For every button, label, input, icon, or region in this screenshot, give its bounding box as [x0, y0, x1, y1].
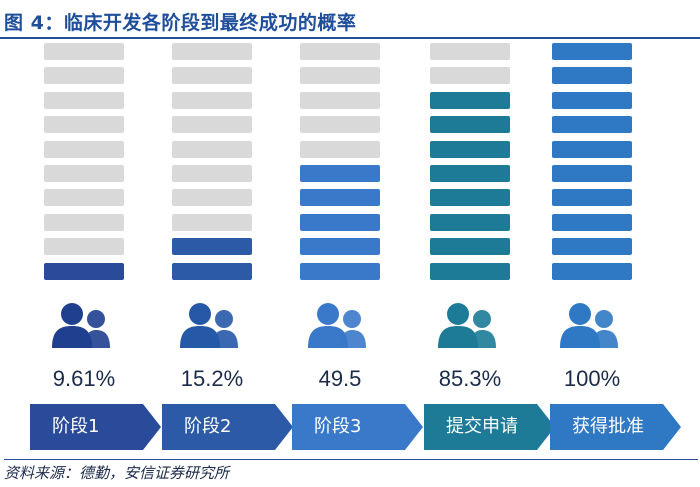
chart-title: 图 4：临床开发各阶段到最终成功的概率	[4, 12, 357, 34]
stage-label: 获得批准	[572, 416, 644, 437]
bar-segment	[552, 165, 632, 182]
source-note: 资料来源：德勤，安信证券研究所	[4, 459, 698, 483]
bar-segment	[172, 262, 252, 280]
bar-segment	[552, 91, 632, 109]
bar-segment	[44, 189, 124, 207]
bar-segment	[430, 238, 510, 256]
bar-segment	[552, 213, 632, 231]
stage-label: 阶段2	[184, 416, 232, 437]
bar-segment	[44, 43, 124, 60]
bar-segment	[300, 140, 380, 158]
bar-segment	[172, 116, 252, 134]
bar-segment	[172, 91, 252, 109]
bar-segment	[300, 262, 380, 280]
stage-arrow: 阶段3	[292, 404, 423, 450]
people-icon	[174, 300, 254, 350]
bar-segment	[552, 140, 632, 158]
bar-segment	[300, 43, 380, 60]
bar-segment	[552, 238, 632, 256]
bar-segment	[172, 189, 252, 207]
bar-segment	[430, 116, 510, 134]
people-icon	[554, 300, 634, 350]
bar-segment	[44, 238, 124, 256]
stage-label: 提交申请	[446, 416, 518, 437]
bar-segment	[430, 43, 510, 60]
bar-segment	[172, 140, 252, 158]
bar-segment	[44, 262, 124, 280]
value-label: 9.61%	[52, 366, 116, 391]
bar-segment	[430, 189, 510, 207]
value-label: 85.3%	[438, 366, 502, 391]
value-label: 49.5	[318, 366, 362, 391]
bar-segment	[44, 140, 124, 158]
bar-segment	[430, 140, 510, 158]
stage-arrow: 提交申请	[424, 404, 555, 450]
bar-segment	[552, 189, 632, 207]
bar-segment	[300, 91, 380, 109]
bar-segment	[172, 43, 252, 60]
stage-arrow: 阶段1	[30, 404, 161, 450]
bar-segment	[300, 67, 380, 85]
bar-segment	[172, 213, 252, 231]
bar-segment	[552, 262, 632, 280]
bar-segment	[44, 91, 124, 109]
stage-arrow: 阶段2	[162, 404, 293, 450]
bar-segment	[172, 238, 252, 256]
bar-segment	[430, 213, 510, 231]
bar-segment	[172, 67, 252, 85]
bar-segment	[44, 116, 124, 134]
bar-segment	[430, 91, 510, 109]
value-label: 15.2%	[180, 366, 244, 391]
people-icon	[46, 300, 126, 350]
value-label: 100%	[563, 366, 621, 391]
bar-segment	[300, 213, 380, 231]
bar-segment	[44, 213, 124, 231]
bar-segment	[552, 43, 632, 60]
bar-segment	[552, 67, 632, 85]
bar-segment	[300, 238, 380, 256]
bar-segment	[300, 116, 380, 134]
title-divider	[0, 37, 700, 39]
people-icon	[302, 300, 382, 350]
bar-segment	[44, 165, 124, 182]
bar-segment	[300, 165, 380, 182]
bar-segment	[44, 67, 124, 85]
stage-arrow: 获得批准	[550, 404, 681, 450]
bar-segment	[430, 165, 510, 182]
bar-segment	[552, 116, 632, 134]
stage-label: 阶段1	[52, 416, 100, 437]
bar-segment	[172, 165, 252, 182]
stage-label: 阶段3	[314, 416, 362, 437]
bar-segment	[430, 67, 510, 85]
people-icon	[432, 300, 512, 350]
bar-segment	[300, 189, 380, 207]
bar-segment	[430, 262, 510, 280]
